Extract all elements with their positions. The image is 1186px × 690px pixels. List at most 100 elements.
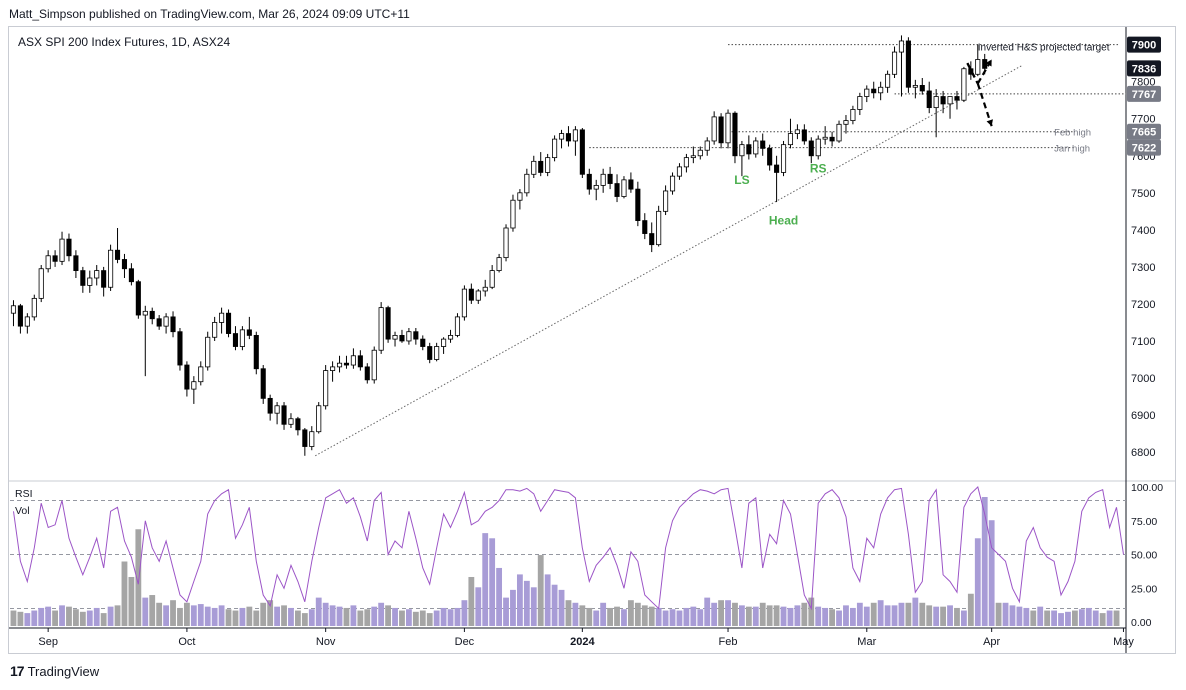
candle	[558, 129, 565, 149]
candle	[156, 315, 162, 330]
candle-body	[711, 116, 717, 142]
volume-bar	[461, 600, 468, 626]
price-badge-label: 7665	[1132, 127, 1156, 139]
candle	[593, 179, 599, 201]
candle	[371, 346, 377, 384]
volume-bar	[947, 605, 953, 626]
price-badge	[1127, 85, 1161, 102]
candle-body	[281, 405, 287, 425]
candle	[274, 402, 280, 425]
candle-body	[316, 405, 322, 433]
volume-bar	[232, 610, 239, 626]
volume-bar	[1009, 605, 1016, 626]
candle-body	[59, 238, 65, 262]
candle	[503, 224, 509, 262]
tradingview-footer[interactable]: 17 TradingView	[10, 663, 99, 679]
candle	[628, 172, 634, 193]
candle-body	[642, 220, 648, 234]
candle-body	[170, 316, 176, 333]
candle	[482, 279, 488, 297]
candle-body	[538, 160, 544, 173]
candle-body	[205, 336, 211, 368]
candle	[267, 394, 273, 421]
annotations: Inverted H&S projected target Feb high Jan…	[734, 43, 1110, 228]
volume-bar	[974, 538, 981, 626]
volume-bar	[745, 606, 752, 626]
volume-bars	[10, 497, 1120, 626]
volume-bar	[1085, 607, 1092, 626]
volume-bar	[93, 607, 100, 626]
candle	[940, 90, 946, 114]
candle-body	[177, 331, 183, 366]
price-axis: 6800690070007100720073007400750076007700…	[1127, 36, 1163, 629]
candle	[288, 413, 294, 428]
candle	[649, 222, 655, 253]
candle-body	[323, 370, 329, 407]
volume-bar	[128, 576, 135, 626]
volume-bar	[732, 602, 738, 626]
volume-bar	[683, 607, 690, 626]
candle-body	[822, 136, 828, 140]
volume-bar	[856, 602, 863, 626]
candle-body	[947, 96, 953, 105]
time-axis: Sep Oct Nov Dec 2024 Feb Mar Apr May	[38, 628, 1134, 648]
candle-body	[302, 429, 308, 447]
candle-body	[163, 316, 169, 327]
annotation-label: Inverted H&S projected target	[978, 43, 1110, 54]
candle-body	[558, 133, 565, 140]
volume-bar	[239, 607, 246, 626]
candle-body	[836, 123, 842, 142]
candle	[531, 155, 537, 178]
candle	[427, 342, 433, 364]
candle-body	[191, 381, 197, 390]
trendline	[315, 64, 1024, 457]
candle	[10, 300, 17, 327]
candle	[260, 365, 266, 404]
annotation-label: RS	[810, 162, 827, 176]
volume-bar	[1002, 602, 1009, 626]
price-badge	[1127, 60, 1161, 77]
volume-bar	[1092, 610, 1099, 626]
candle-body	[739, 144, 745, 157]
volume-bar	[627, 600, 634, 626]
volume-bar	[315, 597, 322, 626]
candle-body	[114, 249, 121, 260]
volume-bar	[246, 606, 253, 626]
volume-bar	[294, 610, 301, 626]
volume-bar	[655, 607, 662, 626]
candle	[600, 168, 606, 193]
candle	[406, 328, 412, 345]
candle	[45, 250, 51, 273]
projection-arrow	[976, 83, 993, 127]
tradingview-logo-text: TradingView	[27, 663, 100, 679]
candle-body	[66, 238, 72, 257]
candle-body	[767, 147, 773, 166]
candle	[746, 135, 752, 160]
candle	[489, 265, 495, 290]
candle-body	[753, 140, 759, 155]
volume-bar	[697, 609, 704, 626]
volume-bar	[738, 605, 745, 626]
candle-body	[198, 366, 204, 383]
candle	[94, 265, 100, 286]
candle-body	[649, 233, 655, 246]
volume-bar	[218, 605, 225, 626]
volume-bar	[704, 597, 711, 626]
candle-body	[108, 249, 114, 288]
volume-bar	[378, 602, 385, 626]
volume-bar	[10, 610, 17, 626]
price-tick-label: 7100	[1131, 336, 1155, 348]
candle	[385, 305, 391, 343]
candle	[517, 189, 523, 210]
volume-bar	[1023, 607, 1030, 626]
volume-bar	[503, 597, 509, 626]
candle	[378, 302, 384, 354]
volume-bar	[808, 597, 815, 626]
candle-body	[829, 136, 835, 142]
candle	[239, 326, 245, 351]
candle-body	[746, 144, 752, 155]
volume-bar	[1113, 610, 1120, 626]
candle-body	[940, 96, 946, 105]
candle-body	[101, 270, 107, 288]
